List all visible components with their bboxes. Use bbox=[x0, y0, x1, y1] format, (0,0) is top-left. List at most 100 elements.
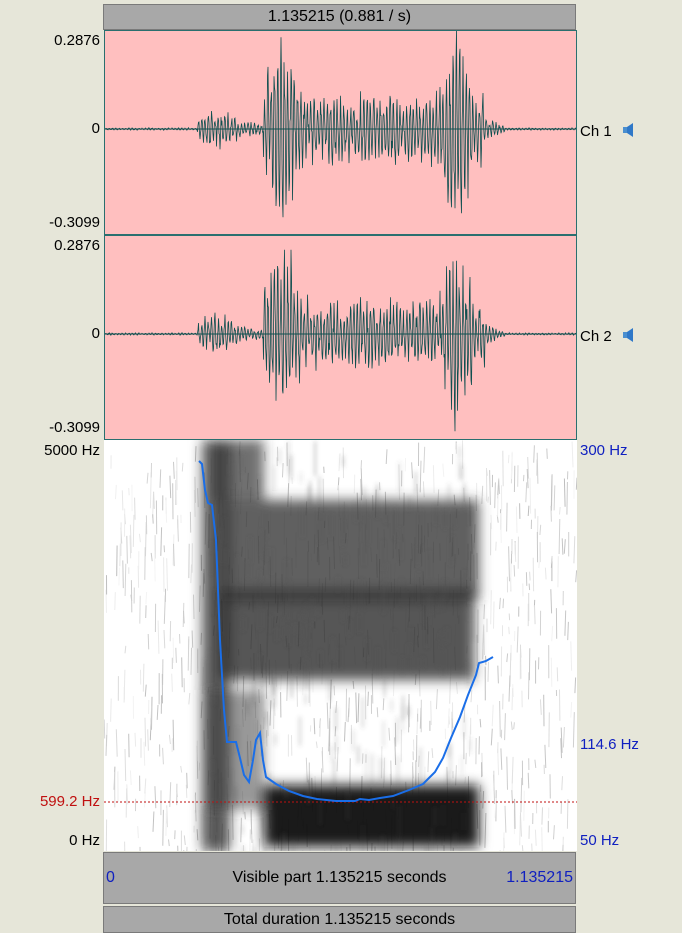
spectrogram-noise-streak bbox=[124, 563, 127, 597]
spectrogram-noise-streak bbox=[165, 500, 168, 523]
spectrogram-noise-streak bbox=[566, 481, 568, 515]
spectrogram-noise-streak bbox=[572, 712, 575, 748]
spectrogram-noise-streak bbox=[183, 849, 185, 851]
spectrogram-noise-streak bbox=[550, 555, 553, 564]
spectrogram-noise-streak bbox=[455, 765, 457, 786]
spectrogram-noise-streak bbox=[194, 476, 196, 503]
spectrogram-noise-streak bbox=[527, 456, 529, 479]
spectrogram-noise-streak bbox=[152, 811, 155, 832]
spectrogram-noise-streak bbox=[418, 755, 420, 767]
spectrogram-energy bbox=[202, 440, 479, 851]
spectrogram-noise-streak bbox=[575, 477, 577, 490]
spectrogram-noise-streak bbox=[169, 475, 172, 499]
spectrogram-noise-streak bbox=[550, 657, 553, 687]
spectrogram-noise-streak bbox=[138, 533, 141, 543]
spectrogram-noise-streak bbox=[193, 594, 195, 620]
spectrogram-noise-streak bbox=[160, 527, 163, 556]
spectrogram-noise-streak bbox=[119, 543, 121, 567]
spectrogram-noise-streak bbox=[541, 807, 543, 825]
total-duration-label: Total duration 1.135215 seconds bbox=[223, 911, 456, 928]
spectrogram-cursor-freq-label: 599.2 Hz bbox=[39, 793, 100, 810]
spectrogram-noise-streak bbox=[172, 719, 175, 751]
spectrogram-noise-streak bbox=[126, 535, 128, 564]
spectrogram-noise-streak bbox=[499, 700, 501, 737]
spectrogram-noise-streak bbox=[511, 756, 514, 784]
spectrogram-noise-streak bbox=[110, 698, 112, 722]
spectrogram-noise-streak bbox=[126, 784, 129, 805]
spectrogram-noise-streak bbox=[567, 621, 569, 641]
pitch-bottom-label: 50 Hz bbox=[580, 832, 620, 849]
spectrogram-noise-streak bbox=[305, 757, 308, 783]
spectrogram-noise-streak bbox=[498, 479, 501, 495]
spectrogram-noise-streak bbox=[511, 790, 513, 804]
spectrogram-noise-streak bbox=[493, 601, 495, 629]
spectrogram-noise-streak bbox=[162, 747, 164, 765]
spectrogram-noise-streak bbox=[159, 469, 162, 488]
spectrogram-noise-streak bbox=[497, 748, 500, 776]
spectrogram-noise-streak bbox=[175, 647, 177, 663]
spectrogram-noise-streak bbox=[143, 741, 146, 766]
spectrogram-noise-streak bbox=[506, 502, 508, 532]
ch2-zero-label: 0 bbox=[91, 325, 100, 342]
spectrogram-noise-streak bbox=[196, 829, 199, 841]
spectrogram-noise-streak bbox=[115, 484, 117, 500]
spectrogram-noise-streak bbox=[144, 778, 147, 794]
spectrogram-noise-streak bbox=[539, 699, 542, 715]
spectrogram-noise-streak bbox=[147, 729, 149, 751]
spectrogram-noise-streak bbox=[500, 513, 502, 544]
channel2-waveform[interactable] bbox=[104, 235, 577, 440]
spectrogram-noise-streak bbox=[144, 717, 147, 747]
spectrogram-noise-streak bbox=[199, 585, 201, 612]
spectrogram-noise-streak bbox=[558, 518, 561, 555]
spectrogram-noise-streak bbox=[500, 748, 503, 770]
spectrogram-noise-streak bbox=[559, 506, 561, 515]
spectrogram-noise-streak bbox=[511, 688, 514, 711]
spectrogram-noise-streak bbox=[502, 598, 504, 609]
spectrogram-noise-streak bbox=[360, 468, 363, 496]
spectrogram-noise-streak bbox=[539, 524, 542, 536]
pitch-top-label: 300 Hz bbox=[580, 442, 628, 459]
spectrogram-top-freq-label: 5000 Hz bbox=[44, 442, 100, 459]
channel1-waveform[interactable] bbox=[104, 30, 577, 235]
spectrogram-noise-streak bbox=[193, 489, 196, 517]
spectrogram-noise-streak bbox=[171, 673, 173, 692]
spectrogram-noise-streak bbox=[516, 626, 519, 653]
spectrogram-noise-streak bbox=[123, 669, 126, 703]
waveform-trace bbox=[105, 249, 576, 432]
spectrogram-noise-streak bbox=[550, 589, 553, 614]
spectrogram-noise-streak bbox=[118, 567, 120, 586]
spectrogram-noise-streak bbox=[338, 453, 341, 472]
spectrogram-noise-streak bbox=[122, 560, 124, 589]
spectrogram[interactable] bbox=[104, 440, 577, 851]
total-duration-bar[interactable]: Total duration 1.135215 seconds bbox=[103, 906, 576, 933]
spectrogram-noise-streak bbox=[385, 449, 388, 465]
spectrogram-noise-streak bbox=[561, 776, 563, 791]
spectrogram-noise-streak bbox=[137, 826, 139, 839]
spectrogram-noise-streak bbox=[526, 468, 529, 489]
spectrogram-noise-streak bbox=[495, 541, 497, 551]
spectrogram-noise-streak bbox=[105, 589, 107, 613]
spectrogram-noise-streak bbox=[534, 829, 537, 846]
spectrogram-noise-streak bbox=[156, 704, 159, 720]
ch2-max-label: 0.2876 bbox=[54, 237, 100, 254]
pitch-contour bbox=[198, 460, 494, 802]
spectrogram-noise-streak bbox=[132, 514, 135, 547]
spectrogram-noise-streak bbox=[512, 684, 514, 698]
spectrogram-noise-streak bbox=[104, 719, 106, 739]
spectrogram-noise-streak bbox=[376, 707, 379, 718]
spectrogram-noise-streak bbox=[566, 799, 569, 829]
spectrogram-noise-streak bbox=[455, 681, 458, 694]
visible-part-bar[interactable]: 0 Visible part 1.135215 seconds 1.135215 bbox=[103, 852, 576, 904]
spectrogram-noise-streak bbox=[531, 843, 533, 851]
speaker-icon[interactable] bbox=[622, 123, 634, 142]
spectrogram-noise-streak bbox=[510, 721, 513, 731]
spectrogram-noise-streak bbox=[121, 490, 124, 511]
spectrogram-noise-streak bbox=[244, 811, 246, 820]
spectrogram-noise-streak bbox=[527, 505, 530, 517]
speaker-icon[interactable] bbox=[622, 328, 634, 347]
spectrogram-noise-streak bbox=[185, 784, 188, 798]
spectrogram-noise-streak bbox=[200, 701, 203, 719]
time-selection-bar[interactable]: 1.135215 (0.881 / s) bbox=[103, 4, 576, 30]
spectrogram-noise-streak bbox=[183, 610, 185, 624]
spectrogram-noise-streak bbox=[124, 748, 127, 782]
